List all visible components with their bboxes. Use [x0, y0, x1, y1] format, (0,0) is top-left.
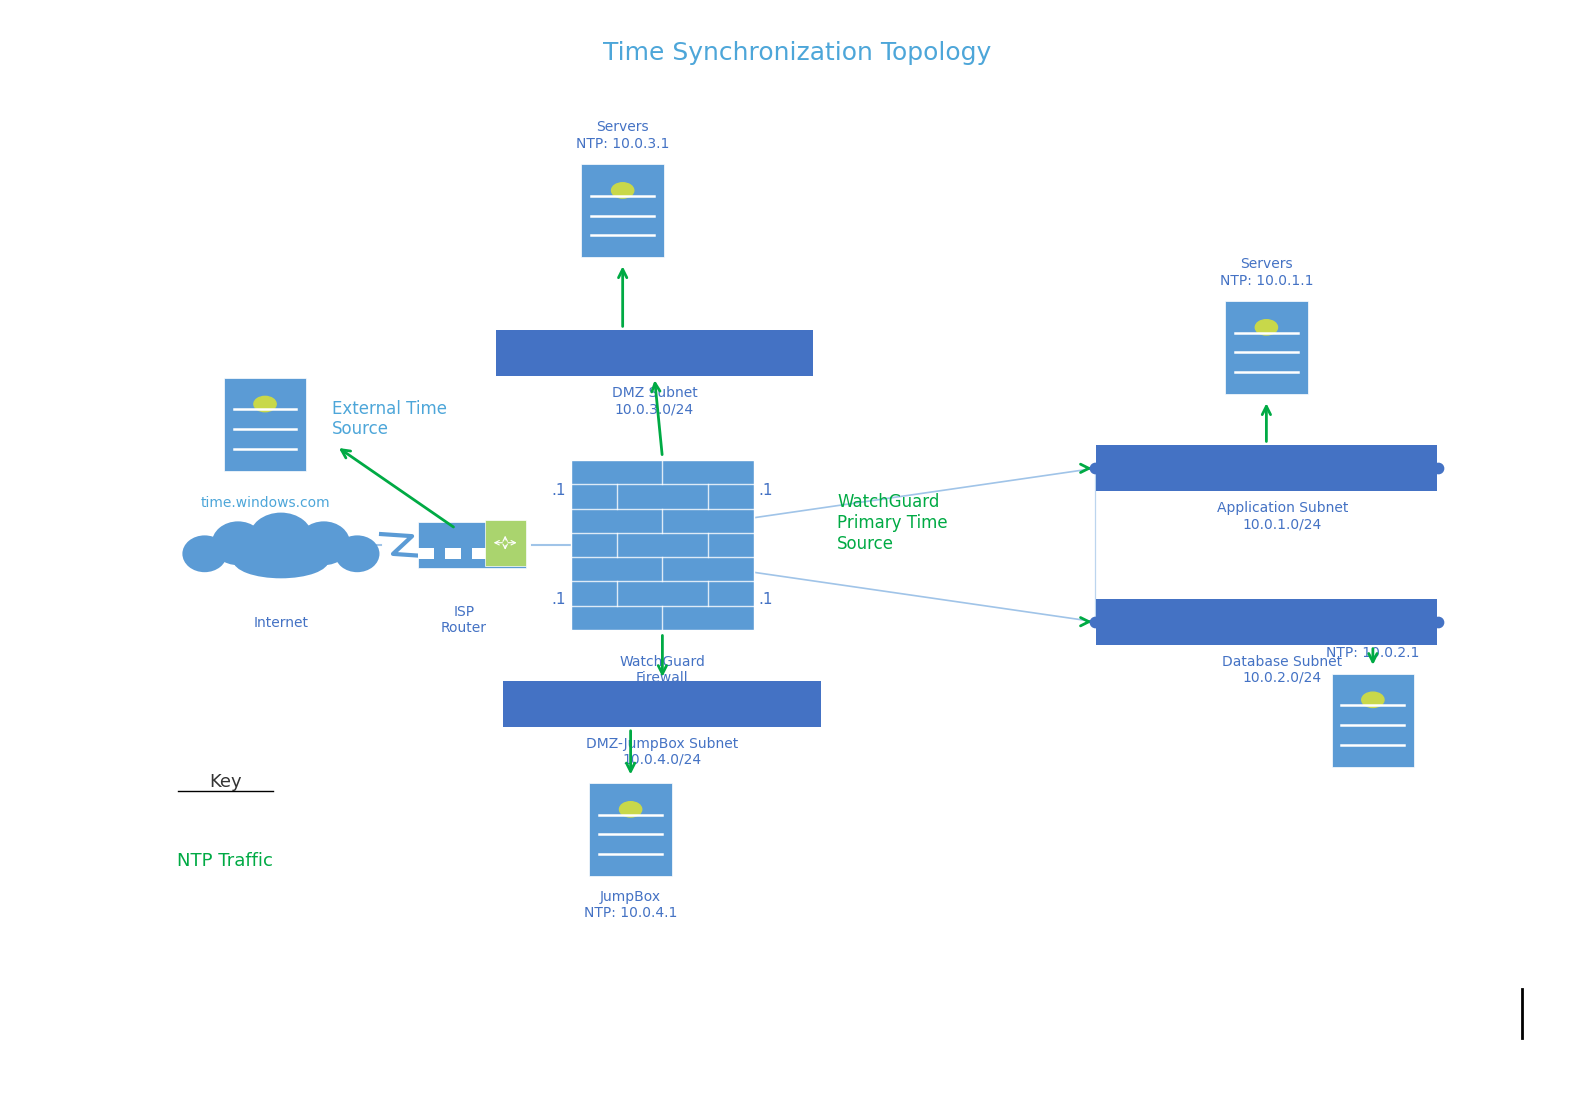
- Text: Servers
NTP: 10.0.3.1: Servers NTP: 10.0.3.1: [576, 120, 670, 151]
- Ellipse shape: [182, 535, 226, 573]
- FancyBboxPatch shape: [1332, 674, 1415, 767]
- Text: .1: .1: [759, 592, 774, 608]
- Point: [1426, 459, 1451, 477]
- FancyBboxPatch shape: [499, 548, 515, 559]
- Point: [1426, 613, 1451, 631]
- Circle shape: [1255, 319, 1278, 335]
- FancyBboxPatch shape: [581, 164, 664, 258]
- Point: [510, 695, 536, 712]
- Ellipse shape: [212, 522, 265, 565]
- Circle shape: [254, 396, 276, 412]
- FancyBboxPatch shape: [1096, 599, 1437, 645]
- Text: Application Subnet
10.0.1.0/24: Application Subnet 10.0.1.0/24: [1217, 501, 1348, 532]
- Text: WatchGuard
Firewall: WatchGuard Firewall: [619, 655, 705, 685]
- Text: Database Subnet
10.0.2.0/24: Database Subnet 10.0.2.0/24: [1222, 655, 1343, 685]
- Point: [617, 345, 643, 362]
- Text: DMZ Subnet
10.0.3.0/24: DMZ Subnet 10.0.3.0/24: [611, 386, 697, 416]
- FancyBboxPatch shape: [504, 680, 821, 727]
- Text: .1: .1: [552, 592, 566, 608]
- FancyBboxPatch shape: [485, 520, 526, 566]
- Text: Key: Key: [209, 774, 241, 792]
- Text: DMZ-JumpBox Subnet
10.0.4.0/24: DMZ-JumpBox Subnet 10.0.4.0/24: [587, 737, 738, 767]
- Ellipse shape: [298, 522, 349, 565]
- Text: Servers
NTP: 10.0.1.1: Servers NTP: 10.0.1.1: [1220, 258, 1313, 287]
- Text: Servers
NTP: 10.0.2.1: Servers NTP: 10.0.2.1: [1325, 630, 1420, 659]
- Circle shape: [619, 802, 641, 817]
- FancyBboxPatch shape: [1096, 445, 1437, 491]
- FancyBboxPatch shape: [496, 330, 813, 377]
- Ellipse shape: [335, 535, 380, 573]
- Point: [785, 695, 810, 712]
- FancyBboxPatch shape: [418, 548, 434, 559]
- Text: time.windows.com: time.windows.com: [201, 495, 330, 510]
- FancyBboxPatch shape: [445, 548, 461, 559]
- Point: [1081, 613, 1107, 631]
- Text: .1: .1: [552, 482, 566, 498]
- Point: [569, 345, 595, 362]
- Circle shape: [611, 183, 633, 198]
- FancyBboxPatch shape: [472, 548, 488, 559]
- Text: External Time
Source: External Time Source: [332, 400, 447, 438]
- Text: NTP Traffic: NTP Traffic: [177, 852, 273, 870]
- Text: WatchGuard
Primary Time
Source: WatchGuard Primary Time Source: [837, 493, 947, 553]
- FancyBboxPatch shape: [571, 460, 754, 630]
- Point: [1214, 613, 1239, 631]
- FancyBboxPatch shape: [1225, 302, 1308, 394]
- Point: [785, 345, 810, 362]
- Point: [737, 695, 762, 712]
- Text: Internet: Internet: [254, 617, 308, 630]
- FancyBboxPatch shape: [589, 783, 671, 876]
- Text: .1: .1: [759, 482, 774, 498]
- Circle shape: [1362, 693, 1384, 708]
- FancyBboxPatch shape: [418, 522, 526, 568]
- Point: [1081, 459, 1107, 477]
- FancyBboxPatch shape: [223, 378, 306, 471]
- Text: JumpBox
NTP: 10.0.4.1: JumpBox NTP: 10.0.4.1: [584, 890, 678, 920]
- Ellipse shape: [233, 543, 329, 578]
- Ellipse shape: [249, 513, 313, 564]
- Text: Time Synchronization Topology: Time Synchronization Topology: [603, 41, 992, 65]
- Text: ISP
Router: ISP Router: [440, 606, 486, 635]
